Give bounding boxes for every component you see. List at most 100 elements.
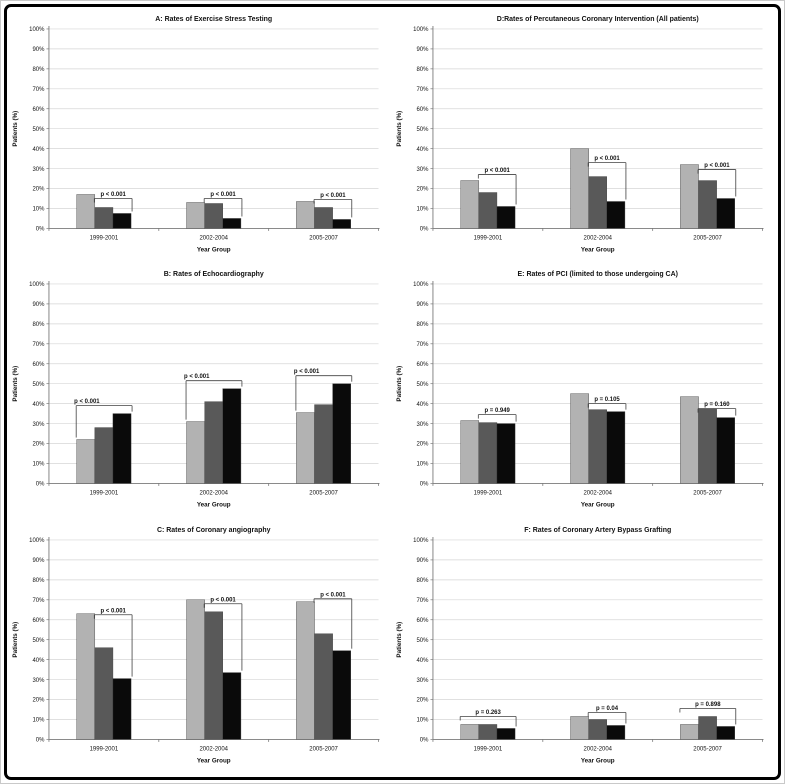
light-gray-bar xyxy=(569,393,589,484)
y-tick-label: 100% xyxy=(29,27,45,33)
light-gray-bar xyxy=(679,723,699,740)
light-gray-bar xyxy=(459,420,479,484)
p-value-label: p < 0.001 xyxy=(594,156,620,162)
y-tick-label: 50% xyxy=(32,638,45,644)
y-tick-label: 60% xyxy=(416,362,429,368)
black-bar xyxy=(222,672,242,740)
y-tick-label: 0% xyxy=(419,737,428,743)
y-tick-label: 90% xyxy=(32,558,45,564)
y-tick-label: 0% xyxy=(36,227,45,233)
dark-gray-bar xyxy=(697,408,717,484)
light-gray-bar xyxy=(186,202,205,229)
y-tick-label: 90% xyxy=(416,302,429,308)
y-axis-title: Patients (%) xyxy=(12,621,19,657)
chart-panel-c: 0% 10% 20% 30% 40% 50% 60% 70% 80% 90% 100% 1999-20… xyxy=(9,520,393,775)
chart-panel-b: 0% 10% 20% 30% 40% 50% 60% 70% 80% 90% 100% 1999-20… xyxy=(9,264,393,519)
p-value-label: p < 0.001 xyxy=(294,370,320,376)
chart-panel-e: 0% 10% 20% 30% 40% 50% 60% 70% 80% 90% 100% 1999-20… xyxy=(393,264,777,519)
charts-grid: 0% 10% 20% 30% 40% 50% 60% 70% 80% 90% 100% 1999-20… xyxy=(9,9,776,775)
dark-gray-bar xyxy=(587,176,607,229)
p-value-label: p = 0.949 xyxy=(484,408,510,414)
y-tick-label: 100% xyxy=(29,538,45,544)
black-bar xyxy=(715,725,735,740)
dark-gray-bar xyxy=(697,715,717,740)
x-category-label: 1999-2001 xyxy=(90,491,119,497)
light-gray-bar xyxy=(679,396,699,484)
y-tick-label: 70% xyxy=(32,598,45,604)
x-category-label: 2002-2004 xyxy=(199,746,228,752)
y-tick-label: 40% xyxy=(416,147,429,153)
x-category-label: 1999-2001 xyxy=(473,235,502,241)
black-bar xyxy=(606,411,625,484)
y-tick-label: 30% xyxy=(416,422,429,428)
light-gray-bar xyxy=(296,201,315,229)
y-tick-label: 40% xyxy=(416,657,429,663)
y-tick-label: 60% xyxy=(32,107,45,113)
x-category-label: 2002-2004 xyxy=(199,235,228,241)
y-tick-label: 50% xyxy=(32,382,45,388)
y-tick-label: 90% xyxy=(32,47,45,53)
y-tick-label: 80% xyxy=(32,322,45,328)
p-value-label: p = 0.105 xyxy=(594,397,620,403)
black-bar xyxy=(496,727,515,740)
light-gray-bar xyxy=(186,421,205,484)
x-category-label: 1999-2001 xyxy=(90,235,119,241)
chart-a-svg: 0% 10% 20% 30% 40% 50% 60% 70% 80% 90% 100% 1999-20… xyxy=(12,16,380,253)
dark-gray-bar xyxy=(314,207,333,229)
x-category-label: 1999-2001 xyxy=(473,746,502,752)
y-tick-label: 30% xyxy=(416,677,429,683)
x-category-label: 2002-2004 xyxy=(583,746,612,752)
light-gray-bar xyxy=(679,164,699,229)
y-tick-label: 30% xyxy=(32,422,45,428)
x-category-label: 2005-2007 xyxy=(693,746,722,752)
y-tick-label: 60% xyxy=(32,362,45,368)
y-tick-label: 50% xyxy=(416,127,429,133)
y-tick-label: 30% xyxy=(32,677,45,683)
y-tick-label: 70% xyxy=(416,342,429,348)
x-category-label: 2002-2004 xyxy=(583,491,612,497)
y-tick-label: 40% xyxy=(32,147,45,153)
y-tick-label: 100% xyxy=(413,27,429,33)
y-tick-label: 80% xyxy=(32,67,45,73)
dark-gray-bar xyxy=(587,409,607,484)
light-gray-bar xyxy=(569,148,589,229)
y-tick-label: 100% xyxy=(29,282,45,288)
light-gray-bar xyxy=(459,180,479,229)
y-tick-label: 100% xyxy=(413,282,429,288)
x-axis-title: Year Group xyxy=(197,502,231,509)
chart-b-svg: 0% 10% 20% 30% 40% 50% 60% 70% 80% 90% 100% 1999-20… xyxy=(12,271,380,509)
y-tick-label: 60% xyxy=(32,618,45,624)
y-tick-label: 80% xyxy=(416,578,429,584)
y-tick-label: 90% xyxy=(32,302,45,308)
y-tick-label: 0% xyxy=(419,227,428,233)
y-tick-label: 20% xyxy=(32,442,45,448)
black-bar xyxy=(715,417,735,484)
black-bar xyxy=(332,650,351,740)
x-axis-title: Year Group xyxy=(197,246,231,253)
x-category-label: 2005-2007 xyxy=(309,235,338,241)
y-axis-title: Patients (%) xyxy=(395,366,402,402)
p-value-label: p < 0.001 xyxy=(320,592,346,598)
light-gray-bar xyxy=(569,715,589,740)
p-value-label: p < 0.001 xyxy=(210,192,236,198)
y-tick-label: 20% xyxy=(416,442,429,448)
y-tick-label: 10% xyxy=(416,717,429,723)
y-tick-label: 80% xyxy=(416,67,429,73)
x-category-label: 2002-2004 xyxy=(583,235,612,241)
x-category-label: 2005-2007 xyxy=(309,746,338,752)
y-tick-label: 40% xyxy=(32,657,45,663)
p-value-label: p = 0.160 xyxy=(704,402,730,408)
chart-panel-d: 0% 10% 20% 30% 40% 50% 60% 70% 80% 90% 100% 1999-20… xyxy=(393,9,777,264)
dark-gray-bar xyxy=(314,633,333,740)
y-tick-label: 50% xyxy=(416,638,429,644)
y-tick-label: 100% xyxy=(413,538,429,544)
x-category-label: 1999-2001 xyxy=(473,491,502,497)
light-gray-bar xyxy=(296,412,315,484)
y-tick-label: 90% xyxy=(416,558,429,564)
chart-title: F: Rates of Coronary Artery Bypass Graft… xyxy=(524,527,671,534)
y-tick-label: 10% xyxy=(32,462,45,468)
y-tick-label: 70% xyxy=(32,342,45,348)
x-axis-title: Year Group xyxy=(580,246,614,253)
x-category-label: 2005-2007 xyxy=(693,235,722,241)
